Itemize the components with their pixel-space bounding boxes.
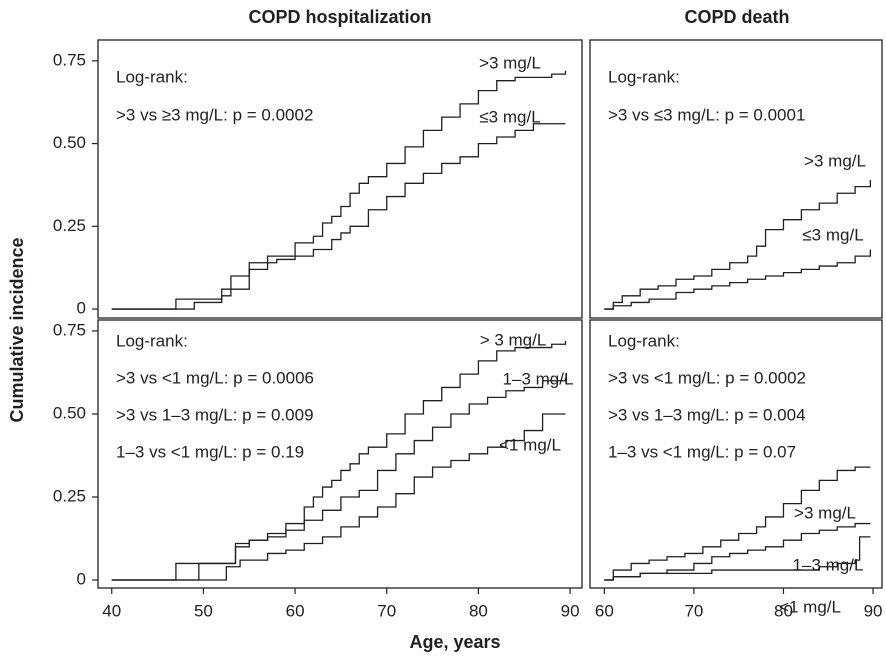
panel-frame	[97, 39, 583, 319]
annotation: >3 vs ≥3 mg/L: p = 0.0002	[116, 105, 313, 124]
y-tick-label: 0.50	[53, 403, 86, 422]
annotation: >3 vs 1–3 mg/L: p = 0.009	[116, 405, 314, 424]
x-tick-label: 40	[102, 601, 121, 620]
y-tick-label: 0	[77, 299, 86, 318]
step-line	[111, 413, 566, 581]
x-axis-label: Age, years	[409, 632, 500, 652]
panel-frame	[589, 319, 883, 589]
annotation: >3 vs ≤3 mg/L: p = 0.0001	[608, 105, 805, 124]
y-tick-label: 0.25	[53, 216, 86, 235]
panel-title: COPD death	[684, 7, 789, 27]
x-tick-label: 70	[377, 601, 396, 620]
step-line	[604, 249, 872, 310]
x-tick-label: 80	[469, 601, 488, 620]
annotation: >3 vs <1 mg/L: p = 0.0006	[116, 368, 314, 387]
step-line	[111, 377, 567, 581]
y-tick-label: 0.75	[53, 320, 86, 339]
step-line	[604, 179, 872, 310]
x-tick-label: 60	[286, 601, 305, 620]
annotation: Log-rank:	[116, 67, 188, 86]
y-tick-label: 0.75	[53, 50, 86, 69]
panel-title: COPD hospitalization	[248, 7, 431, 27]
series-label: <1 mg/L	[779, 597, 841, 616]
step-line	[111, 123, 566, 310]
annotation: >3 vs <1 mg/L: p = 0.0002	[608, 368, 806, 387]
y-axis-label: Cumulative incidence	[7, 237, 27, 422]
series-label: ≤3 mg/L	[802, 225, 863, 244]
series-label: <1 mg/L	[499, 435, 561, 454]
x-tick-label: 60	[595, 601, 614, 620]
x-tick-label: 70	[684, 601, 703, 620]
annotation: Log-rank:	[608, 67, 680, 86]
step-line	[604, 466, 871, 581]
x-tick-label: 90	[864, 601, 883, 620]
y-tick-label: 0.25	[53, 486, 86, 505]
x-tick-label: 90	[561, 601, 580, 620]
annotation: >3 vs 1–3 mg/L: p = 0.004	[608, 405, 806, 424]
annotation: Log-rank:	[608, 331, 680, 350]
series-label: >3 mg/L	[794, 503, 856, 522]
series-label: >3 mg/L	[479, 53, 541, 72]
series-label: 1–3 mg/L	[503, 369, 574, 388]
panel-frame	[589, 39, 883, 319]
annotation: Log-rank:	[116, 331, 188, 350]
step-line	[111, 340, 567, 581]
annotation: 1–3 vs <1 mg/L: p = 0.07	[608, 442, 796, 461]
step-line	[604, 536, 871, 581]
x-tick-label: 80	[774, 601, 793, 620]
y-tick-label: 0	[77, 570, 86, 589]
annotation: 1–3 vs <1 mg/L: p = 0.19	[116, 442, 304, 461]
series-label: ≤3 mg/L	[479, 107, 540, 126]
series-label: >3 mg/L	[804, 151, 866, 170]
series-label: 1–3 mg/L	[793, 555, 864, 574]
panel-frame	[97, 319, 583, 589]
series-label: > 3 mg/L	[480, 330, 547, 349]
x-tick-label: 50	[194, 601, 213, 620]
y-tick-label: 0.50	[53, 133, 86, 152]
